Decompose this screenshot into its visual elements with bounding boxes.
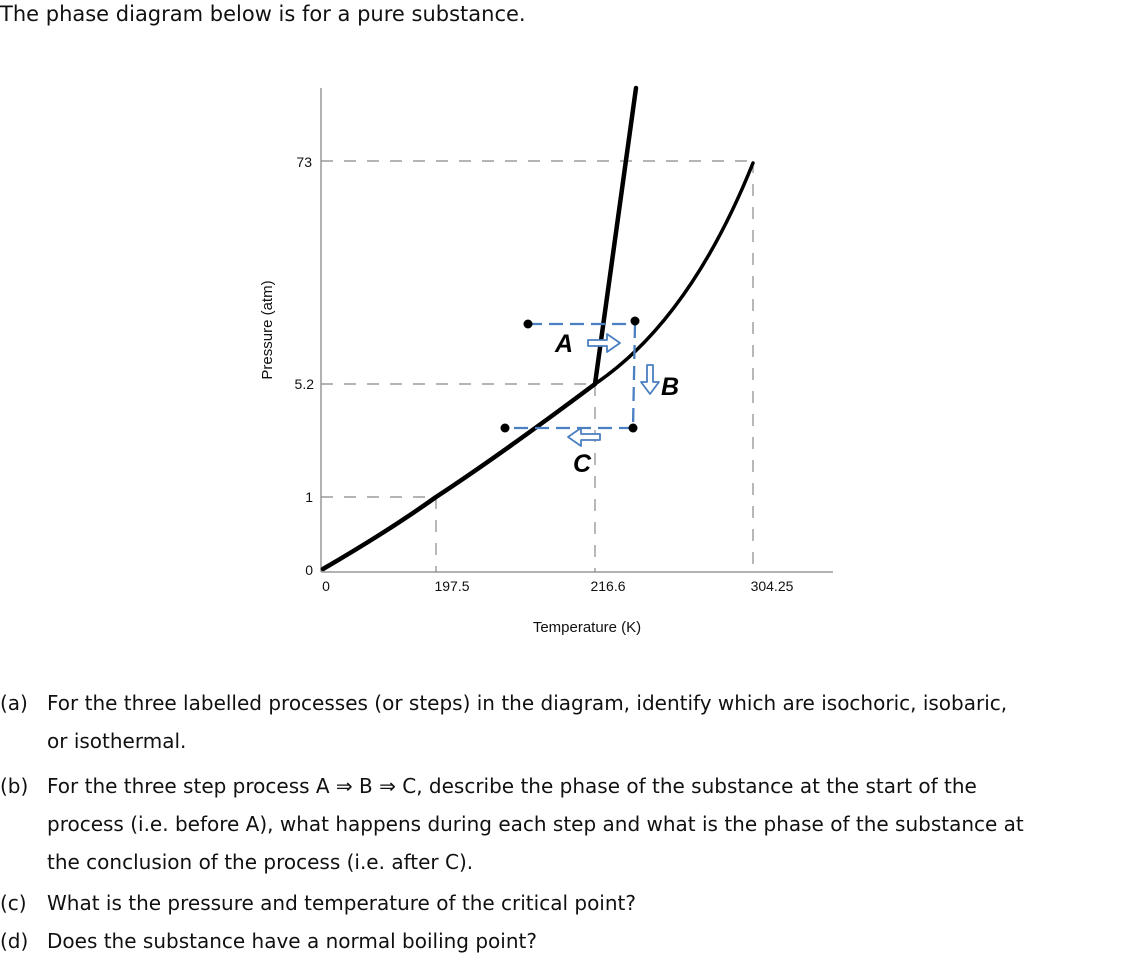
question-line: process (i.e. before A), what happens du… xyxy=(47,812,1024,836)
question-line: or isothermal. xyxy=(47,729,187,753)
y-tick-label: 73 xyxy=(296,154,312,170)
arrow-right-icon xyxy=(587,333,621,353)
question-line: the conclusion of the process (i.e. afte… xyxy=(47,850,474,874)
x-tick-label: 0 xyxy=(322,578,330,594)
process-path xyxy=(505,322,637,430)
phase-diagram: A B C 73 5.2 1 0 0 197.5 216.6 304.25 Te… xyxy=(259,85,833,636)
question-label: (d) xyxy=(0,929,29,953)
x-tick-label: 304.25 xyxy=(751,578,794,594)
x-axis-label: Temperature (K) xyxy=(533,619,641,636)
phase-boundaries xyxy=(320,85,755,572)
process-arrows xyxy=(567,333,660,447)
question-line: For the three step process A ⇒ B ⇒ C, de… xyxy=(47,774,977,798)
y-axis-label: Pressure (atm) xyxy=(259,280,276,379)
step-b-line xyxy=(631,323,637,429)
question-label: (b) xyxy=(0,774,29,798)
y-tick-label: 0 xyxy=(305,562,313,578)
arrow-down-icon xyxy=(640,364,660,395)
question-line: What is the pressure and temperature of … xyxy=(47,891,636,915)
process-points xyxy=(500,316,640,433)
label-b: B xyxy=(661,373,679,401)
x-tick-label: 216.6 xyxy=(590,578,625,594)
arrow-left-icon xyxy=(567,427,601,447)
guide-lines xyxy=(321,160,754,572)
question-label: (a) xyxy=(0,691,28,715)
question-line: For the three labelled processes (or ste… xyxy=(47,691,1008,715)
question-label: (c) xyxy=(0,891,27,915)
melting-curve xyxy=(592,85,639,387)
y-tick-label: 5.2 xyxy=(295,376,315,392)
label-c: C xyxy=(573,450,592,478)
vaporization-curve xyxy=(593,161,755,386)
intro-text: The phase diagram below is for a pure su… xyxy=(0,2,526,26)
question-line: Does the substance have a normal boiling… xyxy=(47,929,537,953)
x-tick-label: 197.5 xyxy=(434,578,469,594)
y-tick-label: 1 xyxy=(305,489,313,505)
sublimation-vaporization-curve xyxy=(320,381,598,572)
label-a: A xyxy=(554,330,573,358)
